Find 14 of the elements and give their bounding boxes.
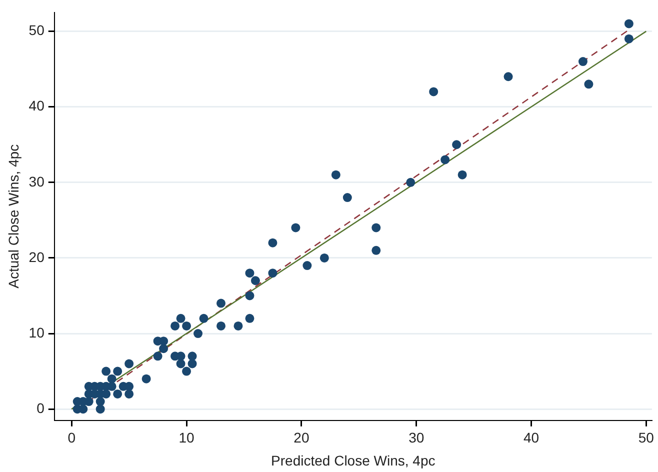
x-tick-label: 50 [638, 430, 654, 446]
x-tick-label: 0 [68, 430, 76, 446]
x-tick-label: 10 [178, 430, 195, 446]
x-tick-label: 40 [523, 430, 540, 446]
y-axis-title: Actual Close Wins, 4pc [5, 144, 22, 288]
y-tick-label: 40 [28, 98, 45, 114]
y-tick-label: 30 [28, 173, 45, 190]
y-tick-label: 20 [28, 248, 45, 265]
y-tick-label: 10 [28, 324, 45, 340]
y-tick-label: 50 [28, 22, 45, 38]
x-axis-title: Predicted Close Wins, 4pc [271, 452, 436, 468]
x-tick-label: 20 [294, 430, 310, 446]
y-tick-label: 0 [36, 400, 45, 416]
x-tick-label: 30 [408, 430, 424, 446]
